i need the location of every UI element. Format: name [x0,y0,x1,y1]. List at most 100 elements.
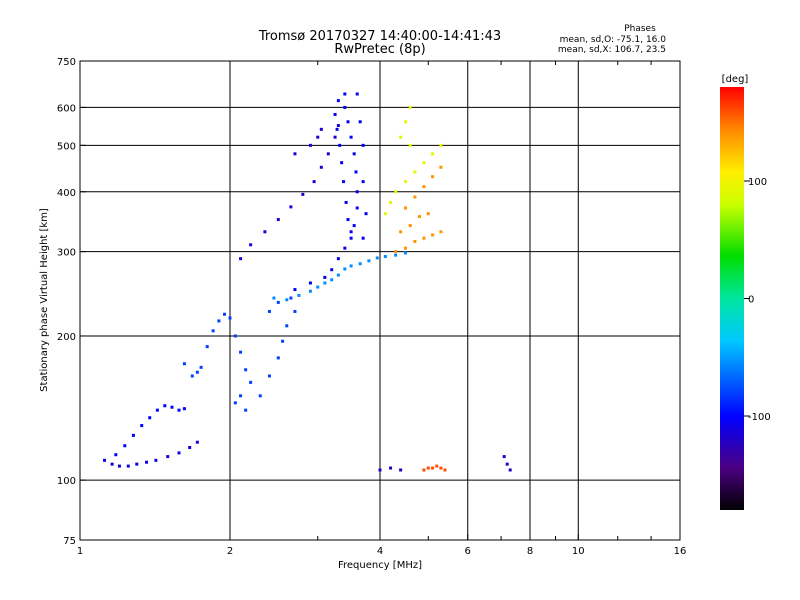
data-point [343,105,347,109]
data-point [281,339,285,343]
data-point [244,368,248,372]
data-point [349,135,353,139]
data-point [190,374,194,378]
data-point [289,205,293,209]
data-point [135,462,139,466]
data-point [361,143,365,147]
data-point [343,92,347,96]
data-point [103,458,107,462]
data-point [233,334,237,338]
data-point [249,243,253,247]
data-point [340,161,344,165]
data-point [308,281,312,285]
data-point [413,170,417,174]
data-point [154,458,158,462]
data-point [140,424,144,428]
data-point [431,152,435,156]
data-point [323,281,327,285]
y-tick-label: 750 [57,57,76,68]
data-point [223,312,227,316]
data-point [293,309,297,313]
y-tick-label: 600 [57,103,76,114]
data-point [439,165,443,169]
data-point [349,230,353,234]
data-point [399,468,403,472]
data-point [358,120,362,124]
data-point [439,230,443,234]
colorbar: [deg] 100 0 -100 [720,74,771,510]
data-point [239,394,243,398]
data-point [319,165,323,169]
data-point [239,350,243,354]
data-point [333,112,337,116]
data-point [343,246,347,250]
x-tick-label: 10 [572,546,585,557]
data-point [367,259,371,263]
data-point [389,200,393,204]
data-point [316,135,320,139]
data-point [182,407,186,411]
data-point [267,374,271,378]
data-point [408,224,412,228]
data-point [233,401,237,405]
data-point [361,236,365,240]
data-point [293,152,297,156]
x-tick-label: 4 [377,546,383,557]
colorbar-ticks: 100 0 -100 [744,177,771,423]
x-axis-title: Frequency [MHz] [338,560,422,571]
grid [80,61,680,540]
data-point [344,200,348,204]
data-point [276,300,280,304]
data-point [323,275,327,279]
data-point [117,464,121,468]
data-point [326,152,330,156]
data-point [403,180,407,184]
x-tick-label: 1 [77,546,83,557]
data-point [319,127,323,131]
data-points [103,92,512,472]
data-point [188,445,192,449]
data-point [285,298,289,302]
y-tick-label: 100 [57,476,76,487]
data-point [336,273,340,277]
y-tick-label: 75 [63,536,76,547]
data-point [148,416,152,420]
x-tick-label: 2 [227,546,233,557]
data-point [408,105,412,109]
data-point [378,468,382,472]
x-tick-label: 6 [465,546,471,557]
data-point [289,296,293,300]
data-point [364,212,368,216]
data-point [308,143,312,147]
data-point [426,466,430,470]
phase-info-o: mean, sd,O: -75.1, 16.0 [560,35,667,45]
data-point [358,262,362,266]
y-tick-label: 300 [57,248,76,259]
data-point [502,455,506,459]
data-point [217,319,221,323]
data-point [177,451,181,455]
data-point [361,180,365,184]
y-tick-label: 400 [57,188,76,199]
data-point [312,180,316,184]
phase-info-heading: Phases [624,24,656,34]
data-point [276,218,280,222]
data-point [346,218,350,222]
data-point [422,468,426,472]
data-point [110,462,114,466]
data-point [244,408,248,412]
phase-info-x: mean, sd,X: 106.7, 23.5 [558,45,666,55]
data-point [443,468,447,472]
data-point [413,195,417,199]
data-point [431,466,435,470]
data-point [338,143,342,147]
data-point [403,120,407,124]
data-point [343,267,347,271]
data-point [431,175,435,179]
data-point [417,215,421,219]
data-point [394,190,398,194]
data-point [228,316,232,320]
data-point [508,468,512,472]
data-point [195,440,199,444]
